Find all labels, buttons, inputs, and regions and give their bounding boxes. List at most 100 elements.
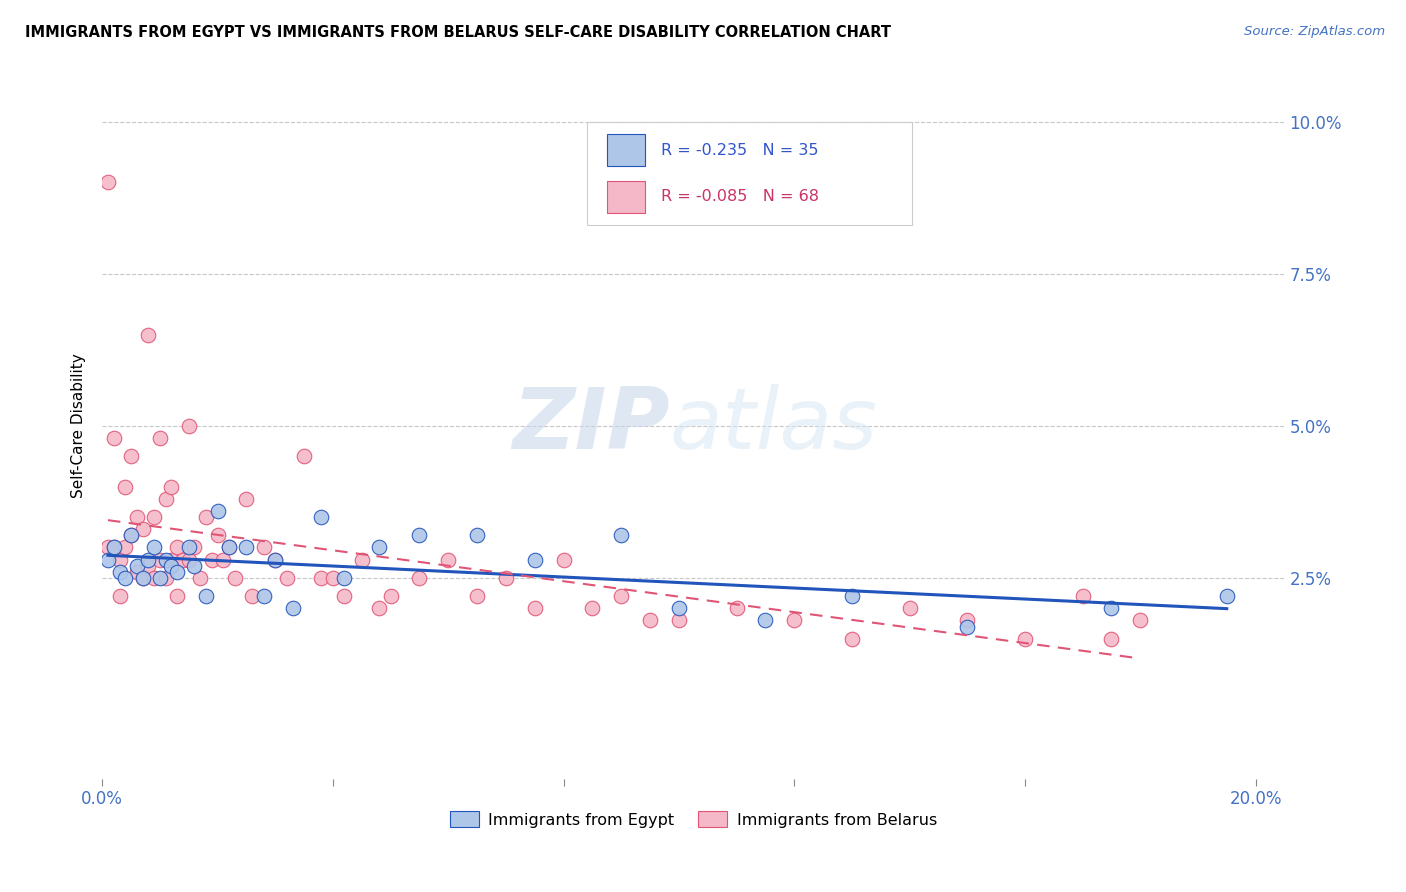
Point xyxy=(956,614,979,628)
Point xyxy=(155,571,177,585)
Point xyxy=(143,510,166,524)
Point xyxy=(97,552,120,566)
Point xyxy=(218,541,240,555)
Point xyxy=(783,614,806,628)
Point xyxy=(350,552,373,566)
Point xyxy=(166,565,188,579)
Point xyxy=(311,571,333,585)
Point xyxy=(1099,601,1122,615)
Point xyxy=(408,528,430,542)
Point xyxy=(177,541,200,555)
Text: R = -0.235   N = 35: R = -0.235 N = 35 xyxy=(661,143,818,158)
Point xyxy=(160,558,183,573)
Point xyxy=(103,541,125,555)
Point xyxy=(114,571,136,585)
Point xyxy=(264,552,287,566)
Point xyxy=(841,632,863,646)
Point xyxy=(253,541,276,555)
Point xyxy=(437,552,460,566)
Point xyxy=(523,601,546,615)
Point xyxy=(235,541,257,555)
Point xyxy=(195,589,218,603)
Point xyxy=(380,589,402,603)
Point xyxy=(1099,632,1122,646)
Point xyxy=(1014,632,1036,646)
Point xyxy=(97,541,120,555)
Point xyxy=(108,589,131,603)
Point xyxy=(166,541,188,555)
Y-axis label: Self-Care Disability: Self-Care Disability xyxy=(72,353,86,498)
Point xyxy=(149,571,172,585)
Point xyxy=(97,176,120,190)
FancyBboxPatch shape xyxy=(607,181,645,212)
Point xyxy=(125,510,148,524)
Point xyxy=(108,552,131,566)
Point xyxy=(465,589,488,603)
Point xyxy=(120,449,142,463)
Point xyxy=(368,541,391,555)
Point xyxy=(465,528,488,542)
Point xyxy=(160,480,183,494)
Text: IMMIGRANTS FROM EGYPT VS IMMIGRANTS FROM BELARUS SELF-CARE DISABILITY CORRELATIO: IMMIGRANTS FROM EGYPT VS IMMIGRANTS FROM… xyxy=(25,25,891,40)
Point xyxy=(125,565,148,579)
Legend: Immigrants from Egypt, Immigrants from Belarus: Immigrants from Egypt, Immigrants from B… xyxy=(443,805,943,834)
Point xyxy=(138,552,160,566)
Point xyxy=(114,480,136,494)
Point xyxy=(155,491,177,506)
Text: ZIP: ZIP xyxy=(512,384,669,467)
Point xyxy=(166,589,188,603)
Point xyxy=(143,541,166,555)
Point xyxy=(276,571,298,585)
Point xyxy=(177,552,200,566)
Point xyxy=(281,601,304,615)
Point xyxy=(138,558,160,573)
Point xyxy=(207,528,229,542)
Point xyxy=(108,565,131,579)
Point xyxy=(841,589,863,603)
Point xyxy=(408,571,430,585)
Point xyxy=(103,541,125,555)
Point xyxy=(725,601,748,615)
Point xyxy=(120,528,142,542)
Point xyxy=(155,552,177,566)
Point xyxy=(333,571,356,585)
Point xyxy=(224,571,246,585)
Point xyxy=(610,589,633,603)
Point xyxy=(172,552,194,566)
Point xyxy=(240,589,263,603)
Point xyxy=(103,431,125,445)
Point xyxy=(195,510,218,524)
Point xyxy=(207,504,229,518)
Point xyxy=(218,541,240,555)
Point xyxy=(149,552,172,566)
FancyBboxPatch shape xyxy=(586,122,912,225)
Point xyxy=(638,614,661,628)
Point xyxy=(668,614,690,628)
Point xyxy=(292,449,315,463)
Point xyxy=(149,431,172,445)
Point xyxy=(188,571,211,585)
Point xyxy=(322,571,344,585)
Point xyxy=(235,491,257,506)
Point xyxy=(125,558,148,573)
Point xyxy=(160,552,183,566)
Point xyxy=(1216,589,1239,603)
Point xyxy=(523,552,546,566)
Point xyxy=(177,418,200,433)
Point xyxy=(114,541,136,555)
Point xyxy=(131,522,153,536)
Point xyxy=(668,601,690,615)
Point xyxy=(311,510,333,524)
Point xyxy=(333,589,356,603)
Point xyxy=(201,552,224,566)
Text: R = -0.085   N = 68: R = -0.085 N = 68 xyxy=(661,189,820,204)
Point xyxy=(1071,589,1094,603)
Point xyxy=(183,558,205,573)
Point xyxy=(368,601,391,615)
Point xyxy=(610,528,633,542)
Text: atlas: atlas xyxy=(669,384,877,467)
Point xyxy=(956,619,979,633)
Point xyxy=(131,571,153,585)
Point xyxy=(138,327,160,342)
Point xyxy=(1129,614,1152,628)
